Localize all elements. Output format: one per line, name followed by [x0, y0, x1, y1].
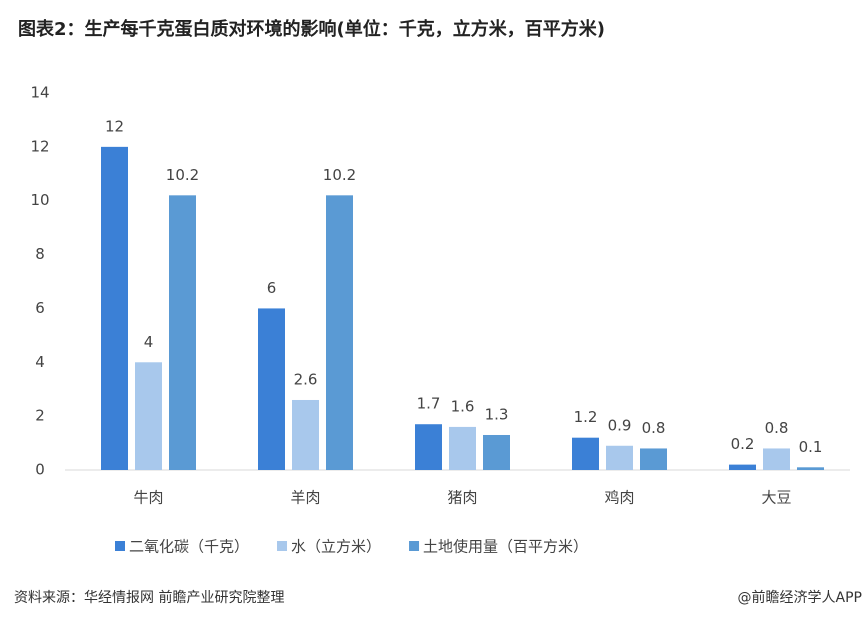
y-tick-label: 10 — [30, 191, 49, 209]
x-tick-label: 大豆 — [761, 489, 791, 507]
value-label: 6 — [267, 279, 277, 297]
x-tick-label: 猪肉 — [447, 489, 477, 507]
value-label: 0.1 — [799, 438, 823, 456]
bar — [763, 448, 790, 470]
y-tick-label: 2 — [35, 407, 45, 425]
value-label: 10.2 — [323, 166, 356, 184]
bar — [258, 308, 285, 470]
value-label: 12 — [105, 117, 124, 135]
value-label: 0.2 — [731, 435, 755, 453]
y-tick-label: 12 — [30, 137, 49, 155]
source: 资料来源：华经情报网 前瞻产业研究院整理 — [14, 589, 284, 606]
value-label: 1.3 — [485, 405, 509, 423]
bar — [449, 426, 476, 470]
value-label: 0.8 — [642, 419, 666, 437]
y-tick-label: 6 — [35, 299, 45, 317]
x-tick-label: 牛肉 — [133, 489, 163, 507]
bar — [292, 399, 319, 470]
value-label: 1.7 — [417, 395, 441, 413]
bar — [483, 434, 510, 470]
value-label: 4 — [144, 333, 154, 351]
y-tick-label: 14 — [30, 84, 49, 102]
y-tick-label: 0 — [35, 461, 45, 479]
bar — [169, 195, 196, 471]
value-label: 2.6 — [294, 370, 318, 388]
value-label: 0.8 — [765, 419, 789, 437]
x-tick-label: 羊肉 — [290, 489, 320, 507]
chart-title: 图表2：生产每千克蛋白质对环境的影响(单位：千克，立方米，百平方米) — [18, 18, 605, 40]
bar — [326, 195, 353, 471]
bar — [135, 362, 162, 470]
bar — [415, 424, 442, 470]
legend-label: 水（立方米） — [291, 538, 381, 556]
legend-label: 二氧化碳（千克） — [129, 538, 249, 556]
bar — [606, 445, 633, 470]
bar — [640, 448, 667, 470]
value-label: 1.2 — [574, 408, 598, 426]
bar — [572, 437, 599, 470]
bar — [729, 464, 756, 470]
bar — [101, 146, 128, 470]
legend-swatch — [277, 541, 288, 551]
y-tick-label: 4 — [35, 353, 45, 371]
y-tick-label: 8 — [35, 245, 45, 263]
legend-swatch — [409, 541, 420, 551]
legend-label: 土地使用量（百平方米） — [423, 538, 588, 556]
credit: @前瞻经济学人APP — [738, 589, 862, 606]
bar — [797, 467, 824, 470]
legend-swatch — [115, 541, 125, 551]
value-label: 10.2 — [166, 166, 199, 184]
value-label: 0.9 — [608, 416, 632, 434]
x-tick-label: 鸡肉 — [604, 489, 634, 507]
value-label: 1.6 — [451, 397, 475, 415]
